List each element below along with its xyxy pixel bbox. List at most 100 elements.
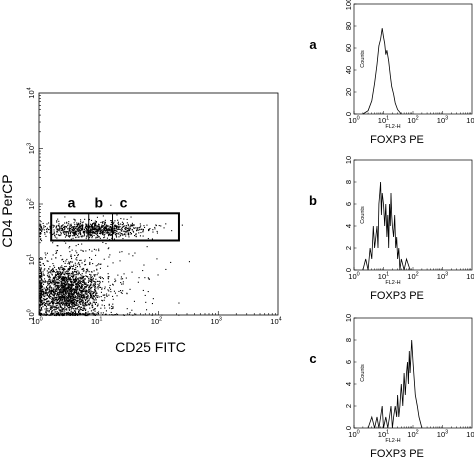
event-dot (75, 268, 77, 270)
event-dot (101, 287, 103, 289)
event-dot (68, 274, 70, 276)
event-dot (92, 304, 94, 306)
event-dot (76, 257, 78, 259)
event-dot (81, 284, 83, 286)
event-dot (46, 281, 48, 283)
event-dot (86, 228, 88, 230)
gate-label-c: c (120, 194, 128, 210)
event-dot (40, 267, 42, 269)
event-dot (48, 274, 50, 276)
event-dot (97, 235, 99, 237)
event-dot (128, 234, 130, 236)
event-dot (112, 298, 114, 300)
event-dot (89, 261, 91, 263)
event-dot (140, 225, 142, 227)
event-dot (89, 236, 91, 238)
event-dot (40, 295, 42, 297)
event-dot (42, 222, 44, 224)
event-dot (68, 279, 70, 281)
event-dot (108, 304, 110, 306)
event-dot (66, 297, 68, 299)
event-dot (74, 262, 76, 264)
event-dot (62, 286, 64, 288)
event-dot (114, 232, 116, 234)
event-dot (91, 293, 93, 295)
event-dot (62, 283, 64, 285)
event-dot (106, 231, 108, 233)
event-dot (55, 279, 57, 281)
event-dot (66, 284, 68, 286)
event-dot (92, 301, 94, 303)
event-dot (75, 234, 77, 236)
event-dot (80, 295, 82, 297)
event-dot (66, 298, 68, 300)
event-dot (80, 281, 82, 283)
event-dot (66, 296, 68, 298)
event-dot (48, 278, 50, 280)
event-dot (126, 228, 128, 230)
event-dot (44, 288, 46, 290)
event-dot (80, 234, 82, 236)
event-dot (55, 252, 57, 254)
event-dot (107, 273, 109, 275)
event-dot (94, 310, 96, 312)
event-dot (63, 226, 65, 228)
event-dots (39, 204, 190, 317)
event-dot (46, 274, 48, 276)
event-dot (65, 242, 67, 244)
event-dot (125, 233, 127, 235)
event-dot (72, 227, 74, 229)
event-dot (104, 297, 106, 299)
event-dot (60, 281, 62, 283)
event-dot (49, 290, 51, 292)
event-dot (114, 229, 116, 231)
event-dot (101, 288, 103, 290)
event-dot (86, 268, 88, 270)
event-dot (107, 230, 109, 232)
event-dot (90, 291, 92, 293)
event-dot (65, 230, 67, 232)
event-dot (73, 299, 75, 301)
event-dot (78, 277, 80, 279)
event-dot (147, 291, 149, 293)
event-dot (58, 291, 60, 293)
x-tick-label: 102 (407, 430, 418, 440)
event-dot (133, 300, 135, 302)
event-dot (94, 227, 96, 229)
event-dot (84, 227, 86, 229)
event-dot (56, 278, 58, 280)
event-dot (73, 231, 75, 233)
event-dot (62, 297, 64, 299)
event-dot (111, 237, 113, 239)
event-dot (77, 224, 79, 226)
event-dot (71, 275, 73, 277)
event-dot (77, 300, 79, 302)
event-dot (79, 227, 81, 229)
event-dot (55, 274, 57, 276)
event-dot (48, 268, 50, 270)
event-dot (90, 288, 92, 290)
event-dot (75, 278, 77, 280)
event-dot (41, 299, 43, 301)
event-dot (138, 227, 140, 229)
y-tick-label: 4 (344, 224, 353, 228)
event-dot (65, 232, 67, 234)
event-dot (105, 226, 107, 228)
event-dot (92, 283, 94, 285)
event-dot (46, 293, 48, 295)
histogram-panel-a: 100101102103104020406080100FL2-HCountsFO… (309, 0, 474, 146)
event-dot (51, 301, 53, 303)
event-dot (81, 275, 83, 277)
event-dot (63, 294, 65, 296)
event-dot (58, 272, 60, 274)
x-tick-label: 100 (348, 116, 359, 126)
event-dot (71, 286, 73, 288)
event-dot (63, 271, 65, 273)
event-dot (101, 230, 103, 232)
event-dot (136, 227, 138, 229)
event-dot (72, 229, 74, 231)
event-dot (73, 301, 75, 303)
event-dot (120, 230, 122, 232)
event-dot (75, 271, 77, 273)
